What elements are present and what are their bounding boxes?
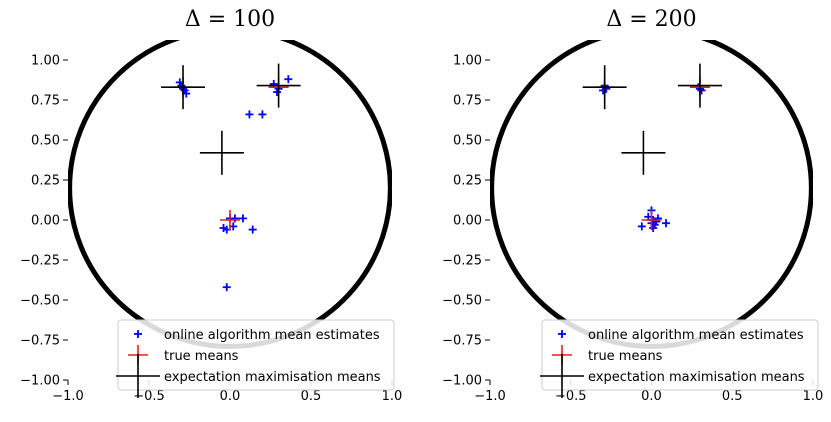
y-tick-label: −0.50	[442, 294, 482, 309]
y-axis: 1.00 0.75 0.50 0.25 0.00 −0.25 −0.50 −0.75 −1.00	[20, 54, 68, 389]
x-tick-label: −0.5	[555, 389, 587, 404]
y-tick-label: 0.25	[31, 174, 60, 189]
data-point-online-algorithm-mean-estimates	[222, 283, 231, 292]
legend-marker-online-algorithm-mean-estimates	[134, 330, 142, 338]
y-tick-label: −0.75	[20, 334, 60, 349]
y-tick-label: −0.25	[442, 254, 482, 269]
plot-area	[490, 40, 813, 349]
data-point-online-algorithm-mean-estimates	[272, 88, 281, 96]
y-tick-label: −1.00	[20, 374, 60, 389]
x-tick-label: −1.0	[52, 389, 84, 404]
data-point-true-means	[641, 210, 662, 230]
legend-marker-expectation-maximisation-means	[540, 354, 584, 398]
x-tick-label: 0.5	[301, 389, 322, 404]
y-tick-label: −1.00	[442, 374, 482, 389]
data-point-expectation-maximisation-means	[199, 130, 244, 175]
series-expectation-maximisation-means	[161, 63, 301, 175]
series-online-algorithm-mean-estimates	[599, 81, 706, 232]
chart-panel-delta-100: Δ = 100 1.00 0.75 0.50 0.25 0.00 −0.25 −0.50 −0…	[20, 7, 402, 404]
y-axis: 1.00 0.75 0.50 0.25 0.00 −0.25 −0.50 −0.75 −1.00	[442, 54, 490, 389]
x-axis: −1.0 −0.5 0.0 0.5 1.0	[474, 380, 823, 404]
data-point-online-algorithm-mean-estimates	[602, 84, 611, 93]
data-point-online-algorithm-mean-estimates	[637, 222, 646, 231]
data-point-online-algorithm-mean-estimates	[248, 225, 257, 234]
legend-label: online algorithm mean estimates	[164, 328, 380, 343]
legend-box	[117, 319, 395, 391]
y-tick-label: −0.25	[20, 254, 60, 269]
data-point-online-algorithm-mean-estimates	[284, 75, 293, 84]
y-tick-label: 1.00	[453, 54, 482, 69]
data-point-expectation-maximisation-means	[582, 65, 627, 110]
x-tick-label: 0.0	[641, 389, 662, 404]
chart-panel-delta-200: Δ = 200 1.00 0.75 0.50 0.25 0.00 −0.25 −0.50 −0…	[442, 7, 823, 404]
data-point-online-algorithm-mean-estimates	[245, 110, 254, 119]
x-tick-label: −1.0	[474, 389, 506, 404]
y-tick-label: 0.00	[31, 214, 60, 229]
data-point-expectation-maximisation-means	[621, 130, 666, 175]
legend-marker-online-algorithm-mean-estimates	[558, 330, 566, 338]
y-tick-label: 0.25	[453, 174, 482, 189]
legend-label: expectation maximisation means	[164, 370, 381, 385]
series-online-algorithm-mean-estimates	[175, 75, 293, 292]
data-point-online-algorithm-mean-estimates	[649, 224, 658, 232]
chart-title: Δ = 100	[185, 7, 275, 32]
data-point-expectation-maximisation-means	[677, 63, 722, 108]
legend-label: true means	[588, 349, 663, 364]
chart-title: Δ = 200	[606, 7, 696, 32]
data-point-true-means	[220, 210, 240, 230]
legend-box	[541, 319, 819, 391]
legend-marker-expectation-maximisation-means	[116, 354, 160, 398]
y-tick-label: −0.50	[20, 294, 60, 309]
data-point-online-algorithm-mean-estimates	[230, 214, 239, 223]
boundary-circle	[68, 40, 392, 349]
y-tick-label: 0.50	[31, 134, 60, 149]
x-tick-label: 1.0	[803, 389, 824, 404]
y-tick-label: 0.75	[453, 94, 482, 109]
legend: online algorithm mean estimates true mean…	[116, 319, 395, 398]
y-tick-label: 1.00	[31, 54, 60, 69]
data-point-online-algorithm-mean-estimates	[662, 219, 671, 228]
x-tick-label: 0.0	[220, 389, 241, 404]
legend-label: true means	[164, 349, 239, 364]
data-point-online-algorithm-mean-estimates	[653, 214, 662, 223]
legend-label: expectation maximisation means	[588, 370, 805, 385]
y-tick-label: 0.75	[31, 94, 60, 109]
y-tick-label: −0.75	[442, 334, 482, 349]
data-point-expectation-maximisation-means	[256, 63, 301, 108]
data-point-online-algorithm-mean-estimates	[258, 110, 267, 119]
x-tick-label: 1.0	[382, 389, 403, 404]
x-tick-label: 0.5	[722, 389, 743, 404]
data-point-online-algorithm-mean-estimates	[238, 214, 247, 223]
boundary-circle	[490, 40, 813, 349]
legend: online algorithm mean estimates true mean…	[540, 319, 819, 398]
data-point-expectation-maximisation-means	[161, 65, 206, 110]
legend-label: online algorithm mean estimates	[588, 328, 804, 343]
y-tick-label: 0.00	[453, 214, 482, 229]
plot-area	[68, 40, 392, 349]
series-expectation-maximisation-means	[582, 63, 722, 175]
x-tick-label: −0.5	[133, 389, 165, 404]
y-tick-label: 0.50	[453, 134, 482, 149]
data-point-online-algorithm-mean-estimates	[177, 81, 186, 90]
